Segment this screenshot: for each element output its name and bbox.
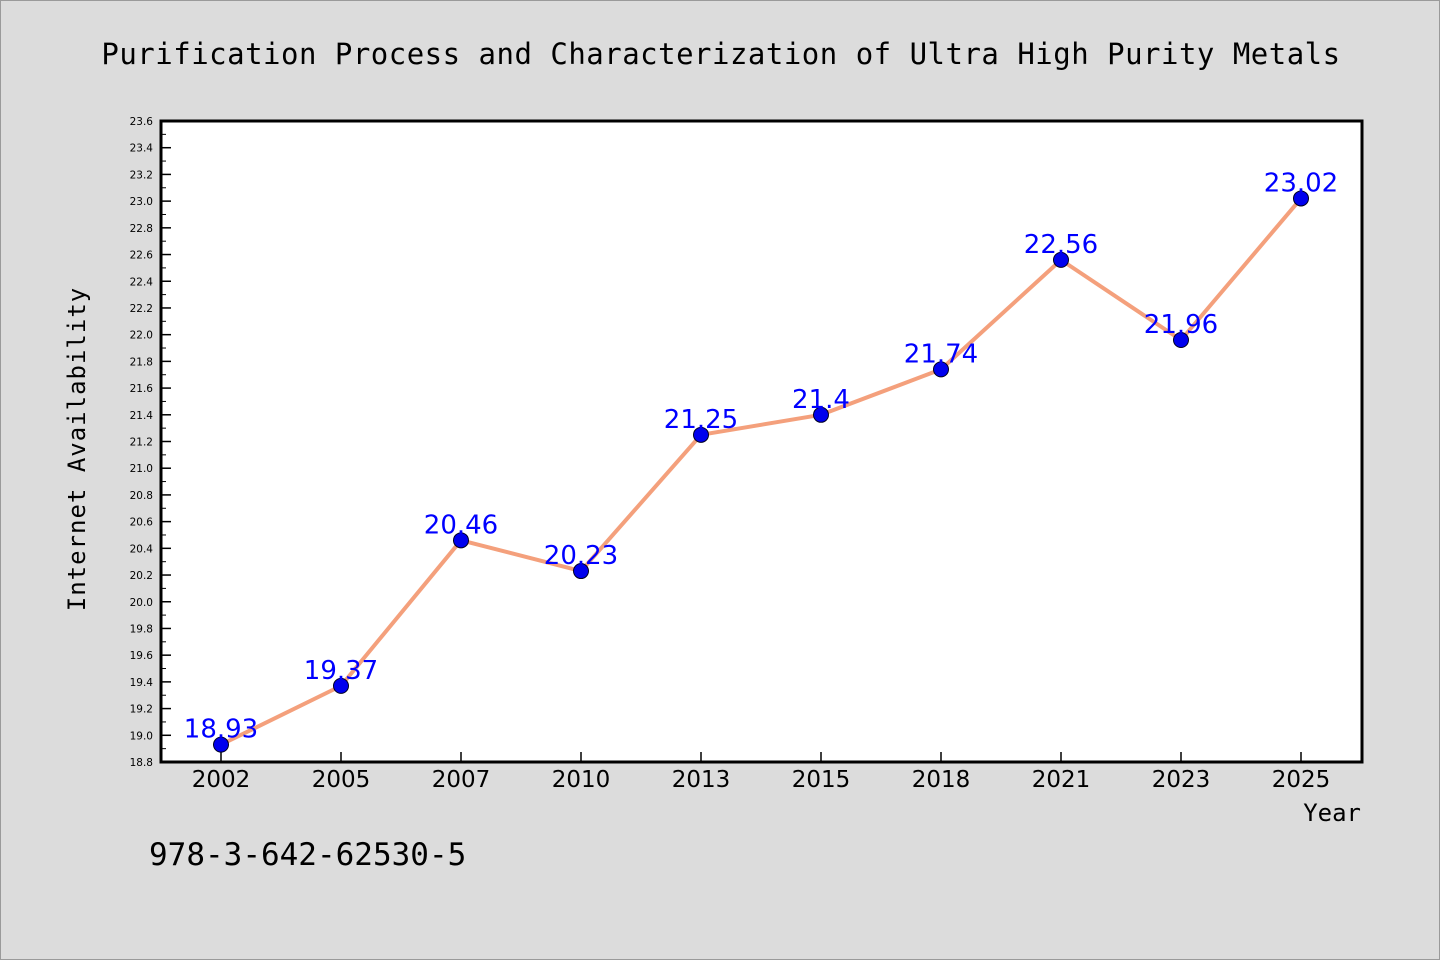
y-axis-label: Internet Availability: [63, 287, 91, 611]
y-tick-label: 23.0: [130, 196, 153, 208]
data-point-marker: [333, 677, 349, 694]
data-point-marker: [1293, 190, 1309, 207]
y-tick-label: 22.0: [130, 330, 153, 342]
data-point-label: 21.4: [792, 385, 850, 415]
x-axis-label: Year: [1303, 799, 1361, 827]
x-axis: 2002 2005 2007 2010 2013 2015 2018 2021 2023 2025: [192, 752, 1331, 793]
y-axis: 18.8 19.0 19.2 19.4 19.6 19.8 20.0 20.2 20.4 20.6…: [130, 116, 171, 769]
footnote-isbn: 978-3-642-62530-5: [149, 837, 466, 873]
y-tick-label: 20.6: [130, 517, 154, 529]
y-tick-label: 21.6: [130, 383, 154, 395]
y-tick-label: 23.6: [130, 116, 154, 128]
y-tick-label: 19.0: [130, 730, 153, 742]
y-tick-label: 22.8: [130, 223, 153, 235]
y-tick-label: 20.0: [130, 597, 153, 609]
y-tick-label: 20.2: [130, 570, 153, 582]
data-point-marker: [1173, 332, 1189, 349]
y-tick-label: 19.8: [130, 623, 153, 635]
series-line: [219, 196, 1303, 747]
y-tick-label: 20.8: [130, 490, 153, 502]
data-point-label: 23.02: [1264, 168, 1338, 198]
x-tick-label: 2018: [912, 767, 971, 793]
x-tick-label: 2010: [552, 767, 611, 793]
data-point-marker: [573, 563, 589, 580]
data-point-marker: [933, 361, 949, 378]
y-tick-label: 19.6: [130, 650, 154, 662]
y-tick-label: 20.4: [130, 543, 154, 555]
data-point-marker: [453, 532, 469, 549]
data-point-label: 21.74: [904, 339, 978, 369]
y-tick-label: 18.8: [130, 757, 153, 769]
y-tick-label: 22.2: [130, 303, 153, 315]
x-tick-label: 2023: [1152, 767, 1211, 793]
x-tick-label: 2025: [1272, 767, 1331, 793]
plot-area: [159, 119, 1364, 764]
x-tick-label: 2007: [432, 767, 491, 793]
x-tick-label: 2021: [1032, 767, 1091, 793]
y-tick-label: 22.6: [130, 250, 154, 262]
y-tick-label: 21.4: [130, 410, 154, 422]
x-tick-label: 2013: [672, 767, 731, 793]
x-tick-label: 2002: [192, 767, 251, 793]
y-tick-label: 22.4: [130, 276, 154, 288]
data-point-label: 20.46: [424, 510, 498, 540]
y-tick-label: 23.4: [130, 143, 154, 155]
y-tick-label: 19.2: [130, 704, 153, 716]
data-labels: 18.93 19.37 20.46 20.23 21.25 21.4 21.74 22.56 2…: [184, 168, 1338, 744]
y-tick-label: 21.0: [130, 463, 153, 475]
data-point-marker: [213, 736, 229, 753]
x-tick-label: 2005: [312, 767, 371, 793]
y-tick-label: 23.2: [130, 169, 153, 181]
data-point-label: 18.93: [184, 715, 258, 745]
data-point-marker: [813, 406, 829, 423]
data-point-label: 22.56: [1024, 230, 1098, 260]
y-tick-label: 21.8: [130, 356, 153, 368]
x-tick-label: 2015: [792, 767, 851, 793]
data-point-marker: [693, 426, 709, 443]
y-tick-label: 19.4: [130, 677, 154, 689]
data-point-label: 20.23: [544, 541, 618, 571]
data-point-label: 21.96: [1144, 310, 1218, 340]
data-series: [213, 190, 1309, 753]
data-point-label: 19.37: [304, 656, 378, 686]
chart-title: Purification Process and Characterizatio…: [101, 37, 1340, 71]
data-point-marker: [1053, 251, 1069, 268]
data-point-label: 21.25: [664, 405, 738, 435]
y-tick-label: 21.2: [130, 437, 153, 449]
